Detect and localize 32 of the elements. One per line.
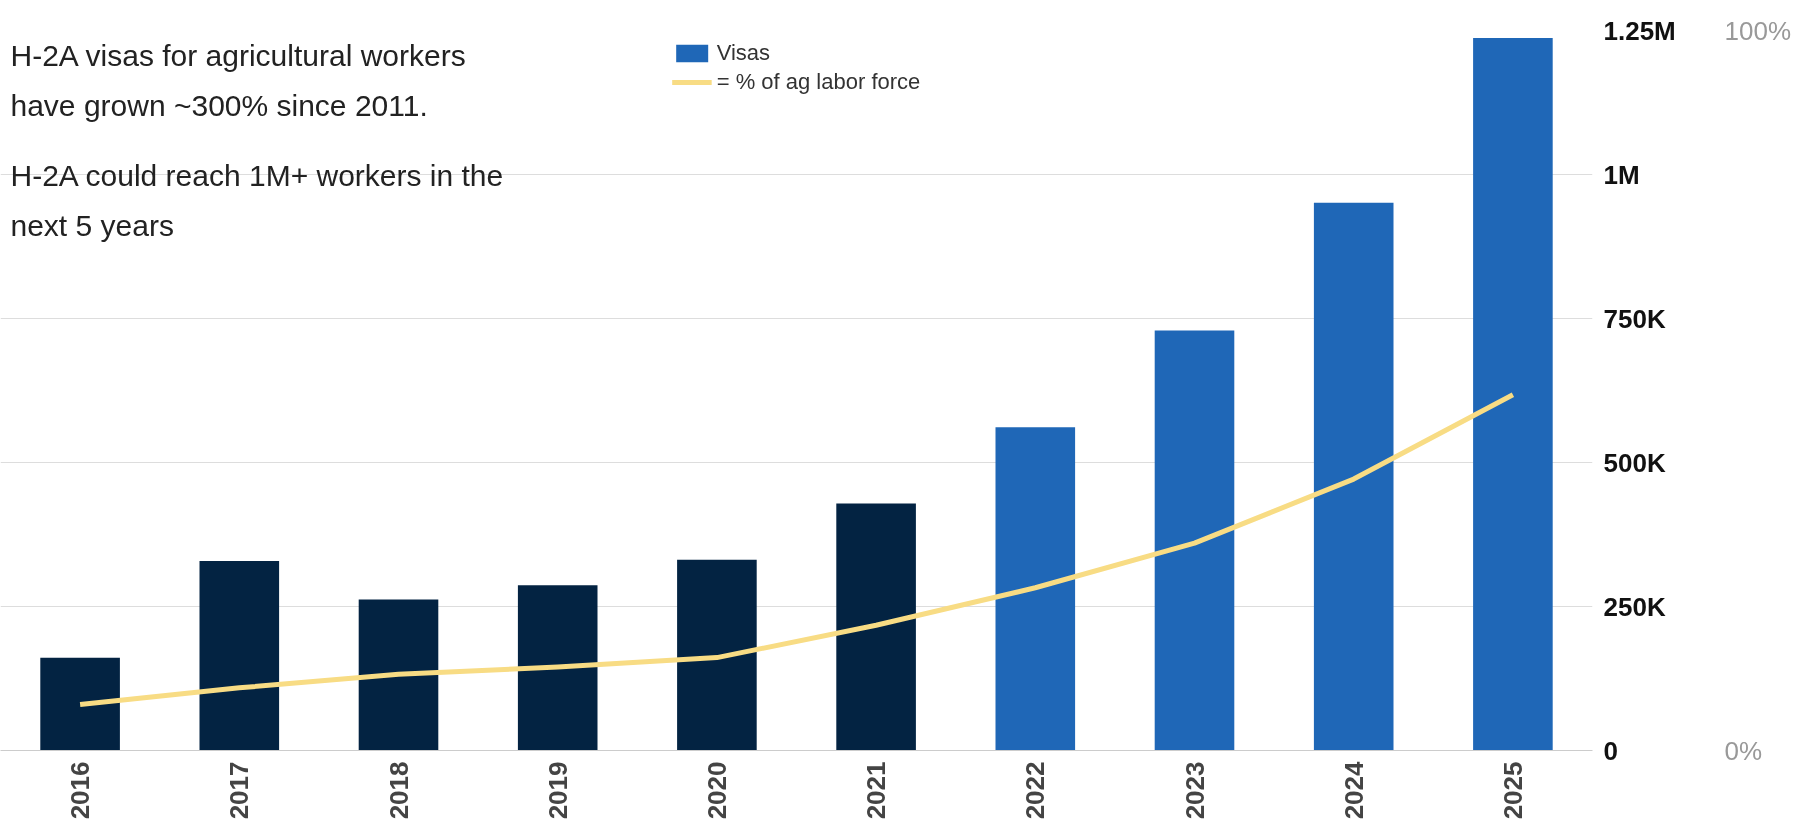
y-tick-label: 250K — [1603, 591, 1666, 622]
x-tick-label: 2019 — [542, 761, 573, 820]
y2-tick-label: 100% — [1724, 15, 1791, 46]
y-tick-label: 500K — [1603, 447, 1666, 478]
bar — [995, 427, 1076, 751]
x-tick-label: 2024 — [1338, 760, 1369, 820]
x-tick-label: 2020 — [701, 761, 732, 820]
bar — [358, 599, 439, 751]
legend-label: = % of ag labor force — [716, 69, 921, 95]
x-tick-label: 2022 — [1020, 761, 1051, 820]
legend-label: Visas — [716, 40, 771, 66]
y-tick-label: 1M — [1603, 159, 1640, 190]
bar — [199, 561, 280, 751]
x-tick-label: 2021 — [861, 761, 892, 820]
x-tick-label: 2018 — [383, 761, 414, 820]
bar — [677, 559, 757, 751]
bar — [836, 503, 916, 751]
bar — [40, 657, 120, 751]
bar — [1473, 37, 1553, 751]
bar — [517, 585, 598, 751]
x-tick-label: 2025 — [1497, 761, 1528, 820]
y2-tick-label: 0% — [1724, 735, 1763, 766]
x-tick-label: 2017 — [224, 761, 255, 820]
x-tick-label: 2023 — [1179, 761, 1210, 820]
y-tick-label: 750K — [1603, 303, 1666, 334]
bar — [1313, 202, 1394, 751]
x-tick-label: 2016 — [65, 761, 96, 820]
y-tick-label: 1.25M — [1603, 15, 1676, 46]
bar — [1154, 330, 1235, 751]
annotation: H-2A could reach 1M+ workers in the next 5 years — [10, 159, 504, 242]
y-tick-label: 0 — [1603, 735, 1618, 766]
annotation: H-2A visas for agricultural workers have grown ~300% since 2011. — [10, 39, 466, 122]
